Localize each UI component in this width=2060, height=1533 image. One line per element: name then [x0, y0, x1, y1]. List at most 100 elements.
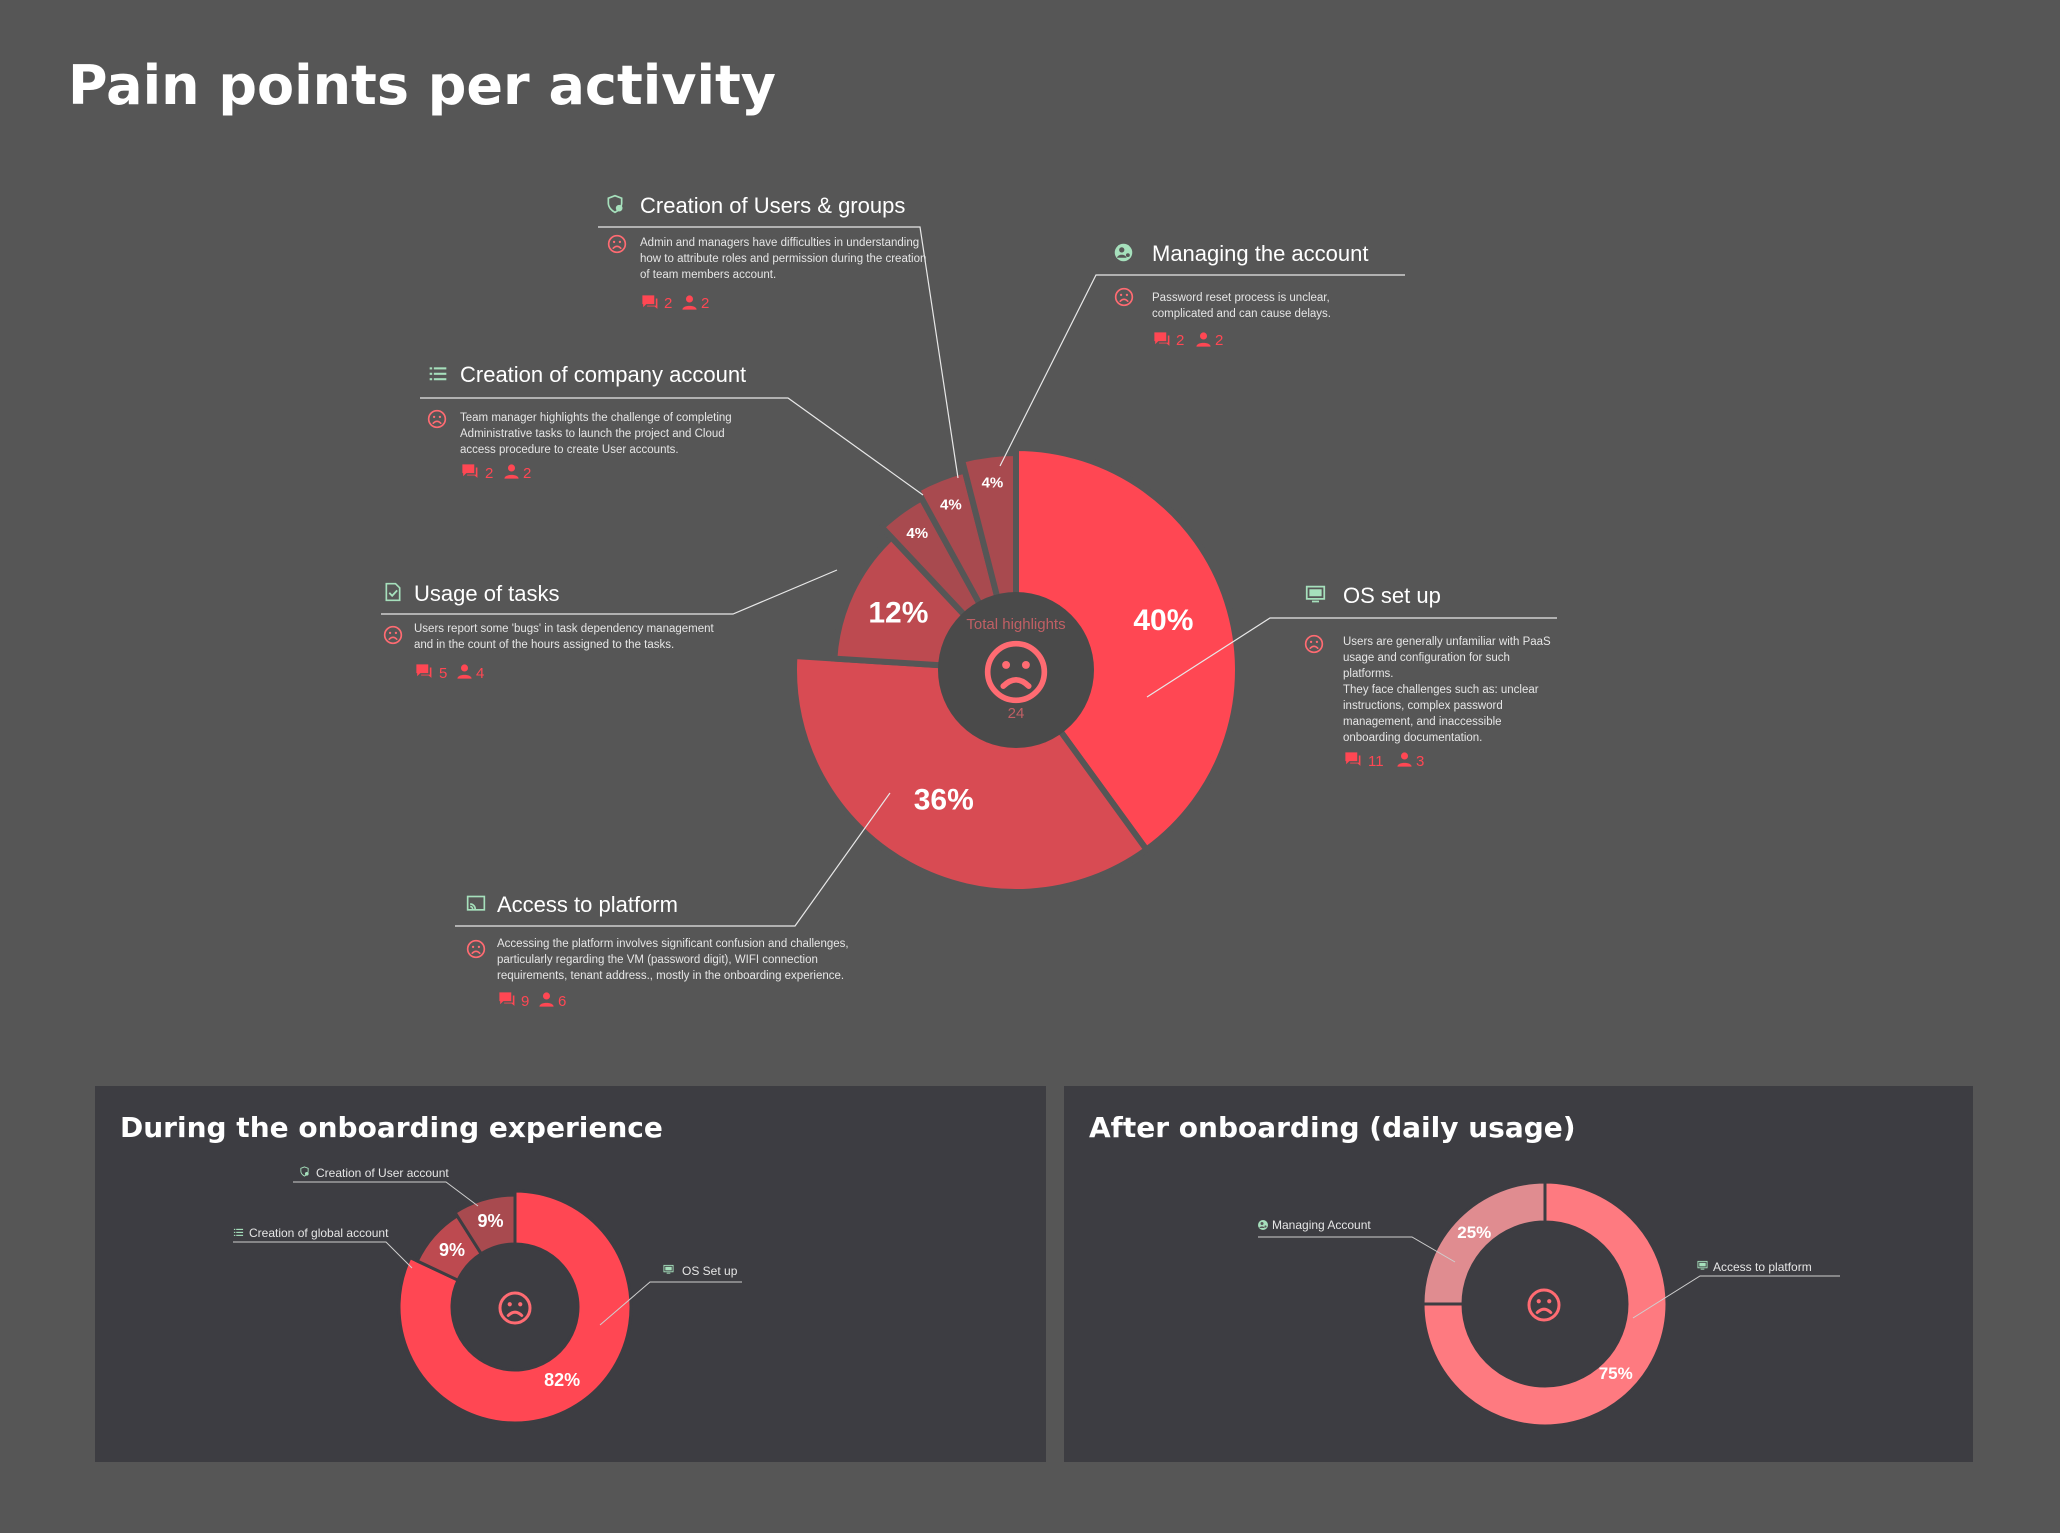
user-count: 2 — [1215, 332, 1223, 349]
slice-access-to-platform — [1421, 1180, 1669, 1428]
callout-text: Users are generally unfamiliar with PaaS… — [1343, 636, 1554, 744]
callout-line: Password reset process is unclear, — [1152, 292, 1330, 304]
list-icon — [429, 367, 447, 381]
sad-face-icon — [427, 409, 447, 429]
callout-line: They face challenges such as: unclear — [1343, 684, 1539, 696]
callout-line: access procedure to create User accounts… — [460, 444, 679, 456]
callout-line: and in the count of the hours assigned t… — [414, 639, 674, 651]
callout-company-account: Creation of company account Team manager… — [427, 362, 746, 482]
slice-managing-account — [1421, 1180, 1547, 1306]
leader-access-small — [1632, 1275, 1840, 1319]
callout-title: Creation of company account — [460, 362, 746, 387]
user-count: 4 — [476, 665, 484, 682]
shield-group-icon — [607, 194, 624, 214]
callout-title: Managing the account — [1152, 241, 1369, 266]
callout-text: Admin and managers have difficulties in … — [640, 237, 930, 281]
callout-usage-tasks: Usage of tasks Users report some 'bugs' … — [383, 581, 717, 682]
user-icon — [457, 664, 472, 679]
task-check-icon — [385, 582, 401, 602]
user-gear-icon — [1114, 243, 1133, 262]
user-icon — [1196, 332, 1211, 347]
sad-face-icon — [1304, 634, 1324, 654]
daily-leaders — [1258, 1236, 1840, 1319]
user-count: 6 — [558, 993, 566, 1010]
user-count: 2 — [701, 295, 709, 312]
onboarding-leaders — [233, 1181, 742, 1326]
callout-line: of team members account. — [640, 269, 776, 281]
comment-icon — [642, 295, 658, 309]
callout-line: Users report some 'bugs' in task depende… — [414, 623, 715, 635]
leader-global-account — [233, 1241, 413, 1269]
callout-os-setup: OS set up Users are generally unfamiliar… — [1304, 583, 1554, 770]
comment-icon — [416, 664, 432, 678]
comment-count: 9 — [521, 993, 529, 1010]
callout-title: Access to platform — [497, 892, 678, 917]
callout-line: Accessing the platform involves signific… — [497, 938, 849, 950]
callout-text: Users report some 'bugs' in task depende… — [414, 623, 717, 651]
callout-title: OS set up — [1343, 583, 1441, 608]
comment-icon — [1345, 752, 1361, 766]
callout-line: Administrative tasks to launch the proje… — [460, 428, 725, 440]
slice-label: 4% — [982, 474, 1004, 491]
category-label: OS Set up — [682, 1264, 738, 1278]
panel-onboarding-title: During the onboarding experience — [120, 1111, 663, 1144]
daily-labels: Managing Account Access to platform — [1258, 1218, 1812, 1274]
callout-line: Admin and managers have difficulties in … — [640, 237, 919, 249]
leader-user-account — [293, 1181, 479, 1207]
slice-creation-of-user-account — [452, 1193, 517, 1256]
comment-count: 2 — [664, 295, 672, 312]
comment-count: 11 — [1368, 753, 1384, 770]
daily-usage-donut-chart: 75% 25% — [1421, 1180, 1669, 1428]
callout-text: Accessing the platform involves signific… — [497, 938, 852, 982]
center-badge: Total highlights 24 — [938, 592, 1094, 748]
slice-label: 9% — [477, 1211, 503, 1231]
comment-icon — [499, 992, 515, 1006]
panel-daily-usage-title: After onboarding (daily usage) — [1089, 1111, 1576, 1144]
leader-company-account — [420, 397, 924, 496]
slice-label: 9% — [439, 1240, 465, 1260]
callout-users-groups: Creation of Users & groups Admin and man… — [607, 193, 930, 312]
callout-line: management, and inaccessible — [1343, 716, 1502, 728]
page-title: Pain points per activity — [68, 54, 776, 117]
callout-line: particularly regarding the VM (password … — [497, 954, 818, 966]
slice-label: 40% — [1133, 604, 1193, 637]
center-value: 24 — [1008, 705, 1025, 722]
callout-line: requirements, tenant address., mostly in… — [497, 970, 844, 982]
category-label: Creation of User account — [316, 1166, 449, 1180]
sad-face-icon — [383, 625, 403, 645]
user-icon — [504, 464, 519, 479]
callout-title: Usage of tasks — [414, 581, 560, 606]
callout-managing-account: Managing the account Password reset proc… — [1114, 241, 1369, 349]
comment-count: 2 — [485, 465, 493, 482]
category-label: Access to platform — [1713, 1260, 1812, 1274]
slice-label: 36% — [914, 783, 974, 816]
cast-icon — [466, 895, 486, 911]
leader-os-setup — [1146, 617, 1557, 698]
callout-line: usage and configuration for such — [1343, 652, 1510, 664]
leader-access-platform — [455, 792, 891, 927]
center-disc — [938, 592, 1094, 748]
slice-label: 25% — [1457, 1223, 1491, 1242]
callout-line: how to attribute roles and permission du… — [640, 253, 926, 265]
slice-label: 4% — [940, 496, 962, 513]
sad-face-icon — [607, 234, 627, 254]
slice-label: 75% — [1599, 1364, 1633, 1383]
slice-label: 4% — [906, 525, 928, 542]
leader-managing-account — [999, 274, 1405, 467]
sad-face-icon — [1114, 287, 1134, 307]
center-label: Total highlights — [966, 616, 1065, 633]
category-label: Managing Account — [1272, 1218, 1371, 1232]
user-gear-icon — [1258, 1220, 1268, 1230]
leader-managing-small — [1258, 1236, 1456, 1263]
onboarding-donut-chart: 82% 9% 9% — [397, 1189, 633, 1425]
comment-count: 5 — [439, 665, 447, 682]
onboarding-labels: Creation of User account Creation of glo… — [233, 1166, 738, 1278]
callout-text: Password reset process is unclear, compl… — [1152, 292, 1333, 320]
user-count: 2 — [523, 465, 531, 482]
callout-access-platform: Access to platform Accessing the platfor… — [466, 892, 852, 1010]
comment-icon — [1154, 332, 1170, 346]
callout-line: onboarding documentation. — [1343, 732, 1482, 744]
user-icon — [539, 992, 554, 1007]
callout-line: Users are generally unfamiliar with PaaS — [1343, 636, 1551, 648]
callout-line: instructions, complex password — [1343, 700, 1503, 712]
